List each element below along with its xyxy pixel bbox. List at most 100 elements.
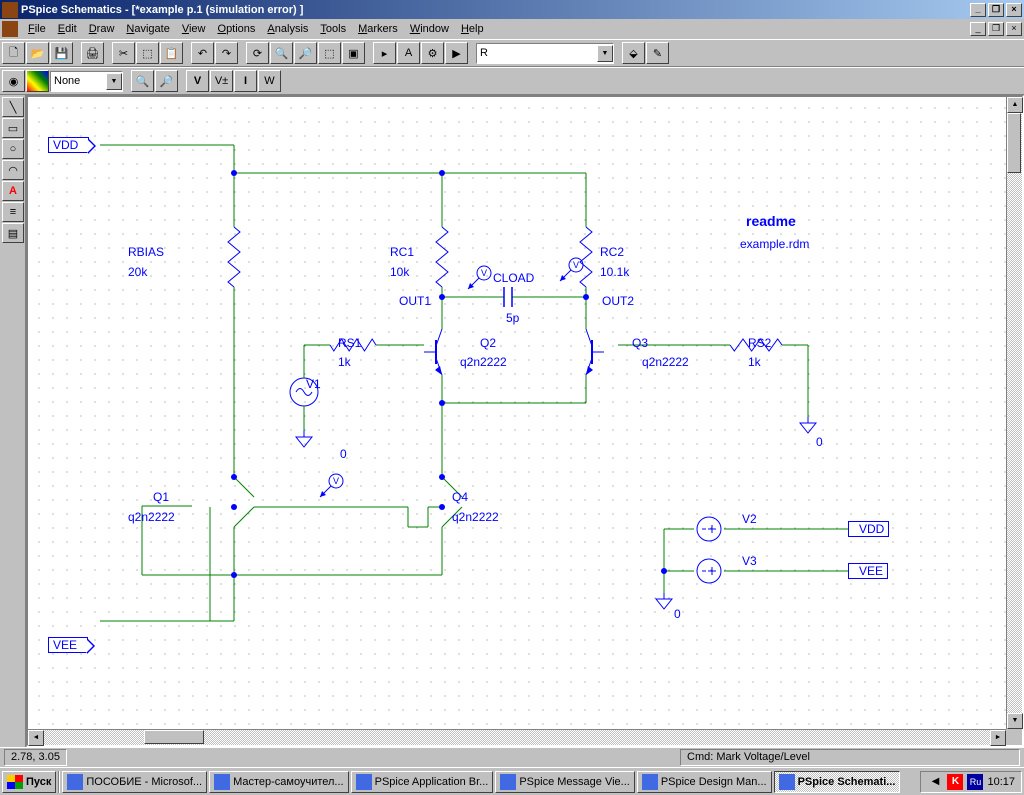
minimize-button[interactable]: _ bbox=[970, 3, 986, 17]
edit-attr-button[interactable]: ✎ bbox=[646, 42, 669, 64]
part-name-input[interactable] bbox=[477, 45, 597, 62]
zoom-out-button[interactable]: 🔎 bbox=[294, 42, 317, 64]
schematic-label[interactable]: Q4 bbox=[452, 490, 468, 504]
probe-v-button[interactable]: 🔍 bbox=[131, 70, 154, 92]
mdi-maximize-button[interactable]: ❐ bbox=[988, 22, 1004, 36]
schematic-label[interactable]: Q2 bbox=[480, 336, 496, 350]
menu-draw[interactable]: Draw bbox=[83, 21, 121, 37]
schematic-label[interactable]: RC1 bbox=[390, 245, 414, 259]
schematic-label[interactable]: 10k bbox=[390, 265, 409, 279]
scroll-right-button[interactable]: ► bbox=[990, 730, 1006, 746]
schematic-label[interactable]: RBIAS bbox=[128, 245, 164, 259]
trace-combo[interactable]: ▼ bbox=[50, 71, 123, 92]
scroll-thumb-h[interactable] bbox=[144, 730, 204, 744]
scroll-thumb-v[interactable] bbox=[1007, 113, 1021, 173]
schematic-label[interactable]: example.rdm bbox=[740, 237, 809, 251]
schematic-label[interactable]: 0 bbox=[674, 607, 681, 621]
print-button[interactable]: 🖨 bbox=[81, 42, 104, 64]
schematic-label[interactable]: RS1 bbox=[338, 336, 361, 350]
menu-analysis[interactable]: Analysis bbox=[261, 21, 314, 37]
dropdown-icon[interactable]: ▼ bbox=[597, 45, 613, 62]
schematic-label[interactable]: 5p bbox=[506, 311, 519, 325]
probe-i-button[interactable]: 🔎 bbox=[155, 70, 178, 92]
menu-markers[interactable]: Markers bbox=[352, 21, 404, 37]
paste-button[interactable]: 📋 bbox=[160, 42, 183, 64]
cut-button[interactable]: ✂ bbox=[112, 42, 135, 64]
zoom-area-button[interactable]: ⬚ bbox=[318, 42, 341, 64]
system-tray[interactable]: ◀ K Ru 10:17 bbox=[920, 771, 1022, 793]
marker-v-button[interactable]: V bbox=[186, 70, 209, 92]
schematic-label[interactable]: RS2 bbox=[748, 336, 771, 350]
vertical-scrollbar[interactable]: ▲ ▼ bbox=[1006, 97, 1022, 729]
draw-bus-button[interactable]: ≡ bbox=[2, 202, 24, 222]
schematic-port[interactable]: VDD bbox=[848, 521, 889, 537]
menu-window[interactable]: Window bbox=[404, 21, 455, 37]
marker-button[interactable]: ◉ bbox=[2, 70, 25, 92]
taskbar-item[interactable]: PSpice Design Man... bbox=[637, 771, 772, 793]
schematic-label[interactable]: 0 bbox=[816, 435, 823, 449]
menu-file[interactable]: File bbox=[22, 21, 52, 37]
schematic-label[interactable]: Q3 bbox=[632, 336, 648, 350]
schematic-label[interactable]: 0 bbox=[340, 447, 347, 461]
zoom-in-button[interactable]: 🔍 bbox=[270, 42, 293, 64]
menu-options[interactable]: Options bbox=[212, 21, 262, 37]
part-button[interactable]: ▸ bbox=[373, 42, 396, 64]
edit-sim-button[interactable]: ⚙ bbox=[421, 42, 444, 64]
new-button[interactable]: 🗋 bbox=[2, 42, 25, 64]
taskbar-item[interactable]: Мастер-самоучител... bbox=[209, 771, 349, 793]
schematic-port[interactable]: VDD bbox=[48, 137, 89, 153]
place-part-button[interactable]: ⬙ bbox=[622, 42, 645, 64]
open-button[interactable]: 📂 bbox=[26, 42, 49, 64]
attr-button[interactable]: A bbox=[397, 42, 420, 64]
schematic-port[interactable]: VEE bbox=[848, 563, 888, 579]
dropdown-icon[interactable]: ▼ bbox=[106, 73, 122, 90]
draw-arc-button[interactable]: ◠ bbox=[2, 160, 24, 180]
schematic-label[interactable]: OUT1 bbox=[399, 294, 431, 308]
schematic-label[interactable]: 20k bbox=[128, 265, 147, 279]
taskbar-item[interactable]: ПОСОБИЕ - Microsof... bbox=[62, 771, 207, 793]
color-button[interactable] bbox=[26, 70, 49, 92]
schematic-label[interactable]: V3 bbox=[742, 554, 757, 568]
schematic-canvas[interactable]: VVV RBIAS20kRC110kRC210.1kRS11kRS21kV1OU… bbox=[28, 97, 1006, 729]
marker-vdiff-button[interactable]: V± bbox=[210, 70, 233, 92]
schematic-label[interactable]: readme bbox=[746, 213, 796, 229]
schematic-label[interactable]: V1 bbox=[306, 377, 321, 391]
draw-circle-button[interactable]: ○ bbox=[2, 139, 24, 159]
start-button[interactable]: Пуск bbox=[2, 771, 56, 793]
draw-text-button[interactable]: A bbox=[2, 181, 24, 201]
menu-tools[interactable]: Tools bbox=[314, 21, 352, 37]
schematic-label[interactable]: 1k bbox=[748, 355, 761, 369]
schematic-label[interactable]: OUT2 bbox=[602, 294, 634, 308]
redraw-button[interactable]: ⟳ bbox=[246, 42, 269, 64]
schematic-label[interactable]: Q1 bbox=[153, 490, 169, 504]
schematic-label[interactable]: CLOAD bbox=[493, 271, 534, 285]
schematic-label[interactable]: RC2 bbox=[600, 245, 624, 259]
draw-rect-button[interactable]: ▭ bbox=[2, 118, 24, 138]
tray-icon[interactable]: K bbox=[947, 774, 963, 790]
menu-help[interactable]: Help bbox=[455, 21, 490, 37]
menu-view[interactable]: View bbox=[176, 21, 212, 37]
schematic-label[interactable]: 1k bbox=[338, 355, 351, 369]
mdi-close-button[interactable]: × bbox=[1006, 22, 1022, 36]
horizontal-scrollbar[interactable]: ◄ ► bbox=[28, 729, 1006, 745]
schematic-label[interactable]: q2n2222 bbox=[460, 355, 507, 369]
maximize-button[interactable]: ❐ bbox=[988, 3, 1004, 17]
close-button[interactable]: × bbox=[1006, 3, 1022, 17]
mdi-icon[interactable] bbox=[2, 21, 18, 37]
draw-wire-button[interactable]: ╲ bbox=[2, 97, 24, 117]
menu-edit[interactable]: Edit bbox=[52, 21, 83, 37]
copy-button[interactable]: ⬚ bbox=[136, 42, 159, 64]
mdi-minimize-button[interactable]: _ bbox=[970, 22, 986, 36]
marker-i-button[interactable]: I bbox=[234, 70, 257, 92]
schematic-label[interactable]: q2n2222 bbox=[452, 510, 499, 524]
zoom-fit-button[interactable]: ▣ bbox=[342, 42, 365, 64]
layers-button[interactable]: ▤ bbox=[2, 223, 24, 243]
scroll-left-button[interactable]: ◄ bbox=[28, 730, 44, 746]
scroll-down-button[interactable]: ▼ bbox=[1007, 713, 1023, 729]
taskbar-item[interactable]: PSpice Schemati... bbox=[774, 771, 901, 793]
marker-w-button[interactable]: W bbox=[258, 70, 281, 92]
trace-input[interactable] bbox=[51, 73, 106, 90]
schematic-port[interactable]: VEE bbox=[48, 637, 88, 653]
part-name-combo[interactable]: ▼ bbox=[476, 43, 614, 64]
undo-button[interactable]: ↶ bbox=[191, 42, 214, 64]
